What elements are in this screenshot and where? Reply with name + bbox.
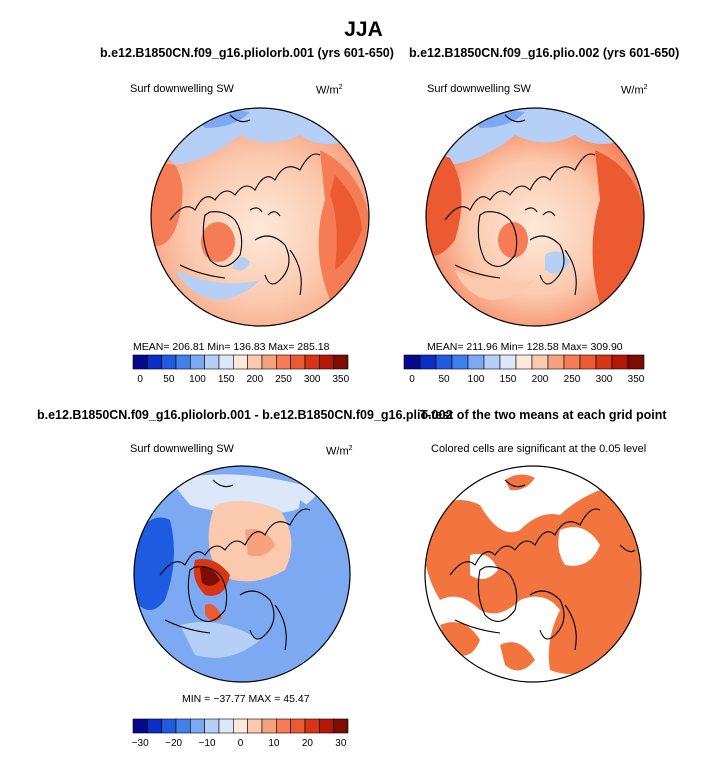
panel2-field-bottom <box>455 270 535 300</box>
panel1-field-orange-left <box>151 164 183 246</box>
panel2-stats: MEAN= 211.96 Min= 128.58 Max= 309.90 <box>427 341 623 353</box>
panel2-field-red-left <box>426 156 462 256</box>
panel3-field-salmon <box>245 529 275 557</box>
panel2-variable-label: Surf downwelling SW <box>427 83 531 95</box>
panel2-colorbar-tick-label: 350 <box>628 374 645 385</box>
panel1-field-greenland <box>201 222 235 262</box>
panel1-units: W/m2 <box>316 84 343 97</box>
panel1-stats: MEAN= 206.81 Min= 136.83 Max= 285.18 <box>133 341 330 353</box>
panel1-colorbar-tick-label: 300 <box>304 374 321 385</box>
panel2-colorbar-tick-label: 50 <box>438 374 450 385</box>
panel1-variable-label: Surf downwelling SW <box>130 83 234 95</box>
panel1-map-border <box>150 107 370 327</box>
panel1-colorbar-tick-label: 0 <box>137 374 143 385</box>
panel2-colorbar-tick-label: 300 <box>596 374 613 385</box>
panel2-field-greenland <box>498 222 528 258</box>
panel1-field-red-right <box>330 175 362 270</box>
panel3-colorbar-tick-label: 0 <box>238 738 244 749</box>
panel4-nonsignificant-1 <box>558 527 600 566</box>
panel3-colorbar-tick-label: 10 <box>268 738 280 749</box>
panel3-title: b.e12.B1850CN.f09_g16.pliolorb.001 - b.e… <box>37 408 453 422</box>
panel2-coastlines <box>444 114 596 296</box>
panel4-significant-n <box>505 474 535 491</box>
panel3-variable-label: Surf downwelling SW <box>130 443 234 455</box>
panel1-colorbar-tick-label: 100 <box>189 374 206 385</box>
panel3-field-light-top <box>170 474 320 513</box>
panel4-note: Colored cells are significant at the 0.0… <box>431 443 647 455</box>
panel3-colorbar-tick-label: −10 <box>199 738 216 749</box>
panel1-field-blue-patch <box>232 257 250 271</box>
panel3-colorbar-swatch <box>333 718 349 734</box>
panel4-coastlines <box>449 479 636 651</box>
panel3-field-blue-right <box>295 500 345 620</box>
panel3-colorbar-tick-label: −20 <box>165 738 182 749</box>
panel1-colorbar-tick-label: 50 <box>163 374 175 385</box>
panel2-colorbar-tick-label: 200 <box>532 374 549 385</box>
panel4-title: T-test of the two means at each grid poi… <box>420 408 667 422</box>
figure-title: JJA <box>344 18 383 41</box>
panel1-colorbar-tick-label: 200 <box>246 374 263 385</box>
panel1-colorbar-tick-label: 350 <box>332 374 349 385</box>
panel2-map-border <box>425 107 645 327</box>
panel3-colorbar-tick-label: 20 <box>302 738 314 749</box>
panel1-title: b.e12.B1850CN.f09_g16.pliolorb.001 (yrs … <box>100 46 394 60</box>
panel3-colorbar-tick-label: 30 <box>335 738 347 749</box>
panel3-field-darkred <box>200 567 220 586</box>
panel2-colorbar-swatch <box>627 354 645 370</box>
panel1-field-blue-bottom <box>175 270 260 300</box>
panel2-colorbar-tick-label: 250 <box>564 374 581 385</box>
panel3-colorbar-tick-label: −30 <box>132 738 149 749</box>
panel3-field-red-small <box>205 603 222 621</box>
panel3-stats: MIN = −37.77 MAX = 45.47 <box>182 693 310 705</box>
panel2-colorbar-tick-label: 100 <box>468 374 485 385</box>
panel1-colorbar-tick-label: 250 <box>275 374 292 385</box>
panel2-colorbar-tick-label: 0 <box>409 374 415 385</box>
panel2-units: W/m2 <box>621 84 648 97</box>
panel2-title: b.e12.B1850CN.f09_g16.plio.002 (yrs 601-… <box>409 46 680 60</box>
panel1-colorbar-swatch <box>333 354 349 370</box>
panel3-map-border <box>133 465 351 683</box>
panel1-coastlines <box>169 114 321 296</box>
panel3-coastlines <box>159 479 311 651</box>
panel3-units: W/m2 <box>326 445 353 458</box>
panel4-significant-s <box>500 642 535 671</box>
panel2-field-red-right <box>592 150 644 305</box>
panel1-colorbar-tick-label: 150 <box>218 374 235 385</box>
panel3-field-darkblue-left <box>134 517 174 610</box>
panel2-colorbar-tick-label: 150 <box>500 374 517 385</box>
panel4-map-border <box>424 465 642 683</box>
